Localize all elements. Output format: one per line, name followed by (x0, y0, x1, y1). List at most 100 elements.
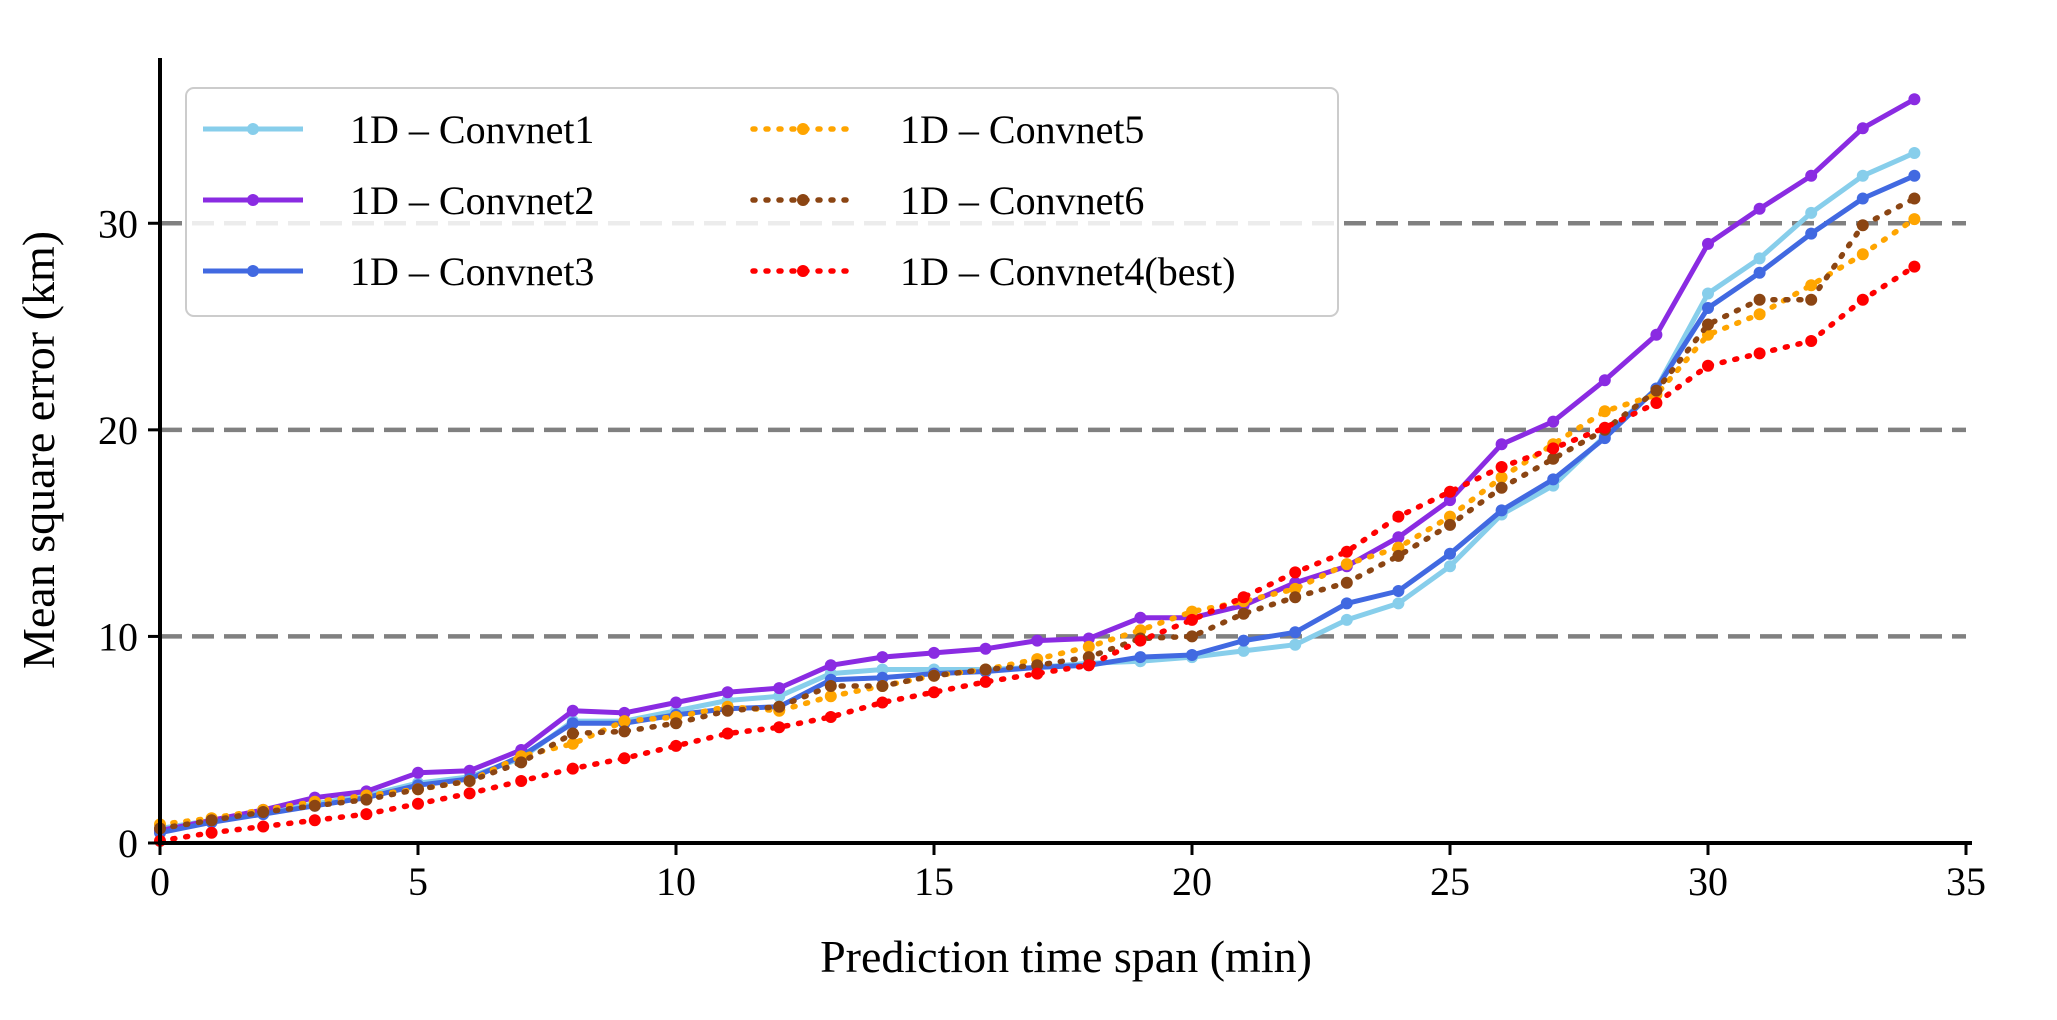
data-point (670, 696, 682, 709)
data-point (1237, 634, 1250, 647)
x-tick-label: 30 (1688, 859, 1728, 904)
data-point (773, 690, 786, 703)
data-point (1753, 202, 1766, 215)
data-point (824, 711, 837, 723)
data-point (1908, 93, 1921, 106)
data-point (979, 642, 992, 655)
data-point (566, 704, 579, 717)
data-point (1082, 651, 1095, 664)
data-point (463, 764, 476, 777)
data-point (1856, 293, 1869, 306)
data-point (1134, 634, 1147, 647)
data-point (1702, 287, 1714, 300)
data-point (1495, 504, 1508, 517)
legend-swatch-marker (247, 194, 259, 206)
data-point (1340, 576, 1353, 589)
data-point (1237, 644, 1250, 657)
data-point (1805, 279, 1818, 292)
legend-label: 1D – Convnet5 (900, 107, 1144, 152)
data-point (1082, 640, 1095, 653)
data-point (1031, 634, 1044, 647)
data-point (1444, 494, 1456, 507)
data-point (1805, 206, 1818, 219)
data-point (1650, 328, 1663, 341)
data-point (721, 727, 734, 740)
axes (158, 58, 1972, 845)
legend: 1D – Convnet1 1D – Convnet2 1D – Convnet3 1… (185, 87, 1339, 317)
legend-label: 1D – Convnet4(best) (900, 249, 1236, 294)
y-tick-label: 30 (98, 201, 138, 246)
data-point (824, 680, 837, 692)
data-point (1031, 667, 1044, 680)
data-point (1340, 613, 1353, 626)
data-point (1753, 308, 1766, 321)
data-point (1392, 531, 1405, 544)
data-point (1908, 147, 1921, 159)
data-point (1289, 582, 1302, 595)
data-point (1495, 461, 1508, 473)
data-point (618, 752, 631, 765)
data-point (1702, 359, 1714, 372)
data-point (1702, 302, 1714, 314)
data-point (618, 725, 631, 738)
data-point (670, 739, 682, 752)
x-tick-label: 5 (408, 859, 428, 904)
data-point (308, 799, 321, 812)
data-point (566, 727, 579, 740)
ticks: 0 5 10 15 20 25 30 35 0 10 20 30 (98, 201, 1986, 904)
data-point (1753, 266, 1766, 279)
data-point (1186, 613, 1198, 626)
data-point (1805, 293, 1818, 306)
data-point (1289, 591, 1302, 604)
data-point (1392, 549, 1405, 562)
y-axis-title: Mean square error (km) (13, 231, 64, 669)
legend-label: 1D – Convnet6 (900, 178, 1144, 223)
y-tick-label: 20 (98, 408, 138, 453)
data-point (1856, 192, 1869, 205)
data-point (1134, 651, 1147, 664)
data-point (1856, 169, 1869, 182)
data-point (412, 783, 424, 796)
data-point (1392, 541, 1405, 554)
data-point (1805, 335, 1818, 347)
data-point (1237, 591, 1250, 604)
data-point (1805, 227, 1818, 240)
data-point (721, 704, 734, 717)
data-point (1444, 510, 1456, 523)
legend-swatch-marker (247, 265, 259, 277)
data-point (360, 793, 373, 806)
data-point (1444, 560, 1456, 573)
data-point (1340, 545, 1353, 558)
legend-label: 1D – Convnet1 (350, 107, 594, 152)
series-line (157, 263, 1918, 844)
data-point (773, 721, 786, 734)
data-point (1392, 585, 1405, 597)
data-point (1082, 632, 1095, 645)
data-point (618, 715, 631, 728)
data-point (566, 717, 579, 730)
data-point (1289, 626, 1302, 639)
data-point (1289, 638, 1302, 651)
data-point (1186, 605, 1198, 618)
data-point (1856, 219, 1869, 232)
data-point (876, 671, 889, 684)
data-point (1598, 432, 1611, 445)
data-point (1753, 252, 1766, 265)
series-layer (154, 93, 1921, 847)
series-6 (154, 260, 1921, 847)
data-point (463, 787, 476, 800)
legend-swatch-marker (247, 123, 259, 135)
x-tick-label: 10 (656, 859, 696, 904)
data-point (1753, 293, 1766, 306)
data-point (205, 826, 218, 839)
data-point (1237, 607, 1250, 620)
data-point (1805, 169, 1818, 182)
data-point (928, 646, 940, 659)
data-point (412, 766, 424, 779)
legend-swatch-marker (797, 194, 809, 206)
data-point (1186, 630, 1198, 643)
legend-label: 1D – Convnet3 (350, 249, 594, 294)
data-point (1289, 566, 1302, 579)
data-point (670, 717, 682, 730)
data-point (257, 820, 270, 833)
